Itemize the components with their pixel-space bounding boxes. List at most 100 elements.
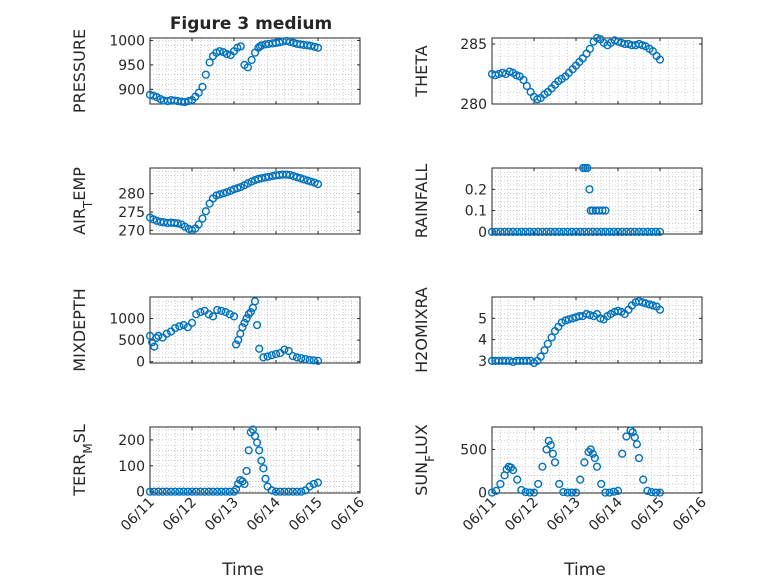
y-tick-label: 500: [118, 333, 145, 349]
data-point: [261, 474, 270, 483]
data-point: [588, 227, 597, 236]
data-point: [187, 487, 197, 496]
data-point: [208, 312, 218, 321]
data-point: [200, 487, 209, 496]
y-axis-label: MIXDEPTH: [70, 288, 89, 371]
data-point: [626, 426, 635, 435]
data-point: [643, 486, 652, 495]
data-point: [213, 487, 222, 496]
data-point: [538, 227, 547, 236]
data-point: [517, 227, 526, 236]
data-point: [263, 352, 272, 361]
data-point: [592, 462, 602, 471]
data-point: [542, 227, 551, 236]
data-point: [305, 355, 314, 365]
data-point: [313, 356, 323, 365]
data-point: [215, 190, 224, 199]
data-point: [651, 227, 660, 236]
data-point: [628, 428, 637, 437]
data-point: [559, 488, 568, 497]
subplot-air-temp: 270 275 280 AIRTEMP: [70, 167, 361, 239]
data-point: [550, 227, 560, 236]
data-point: [201, 70, 210, 79]
data-point: [590, 453, 600, 463]
data-point: [576, 227, 585, 236]
data-point: [534, 479, 543, 489]
y-tick-label: 285: [460, 37, 487, 53]
data-point: [543, 339, 552, 348]
data-point: [601, 206, 610, 215]
y-tick-label: 900: [118, 82, 145, 98]
data-point: [205, 58, 214, 67]
y-tick-label: 280: [460, 97, 487, 113]
data-point: [201, 207, 210, 216]
data-point: [575, 312, 584, 321]
data-point: [271, 487, 281, 496]
data-point: [542, 445, 551, 454]
data-point: [306, 177, 315, 186]
data-point: [487, 227, 497, 236]
data-point: [257, 456, 266, 465]
data-point: [618, 449, 627, 458]
data-point: [613, 227, 623, 236]
data-point: [576, 475, 585, 484]
data-point: [255, 344, 264, 353]
y-tick-label: 0: [136, 485, 145, 501]
data-point: [259, 464, 268, 473]
data-point: [267, 351, 276, 360]
data-point: [221, 307, 230, 317]
data-point: [529, 227, 539, 236]
data-point: [145, 487, 155, 496]
data-point: [632, 440, 642, 449]
data-point: [634, 227, 644, 236]
data-point: [580, 458, 589, 467]
data-point: [622, 227, 631, 236]
data-point: [585, 185, 594, 194]
data-point: [196, 487, 205, 496]
data-point: [194, 220, 203, 229]
data-point: [217, 306, 226, 315]
data-point: [504, 227, 513, 236]
data-point: [183, 323, 192, 332]
data-point: [253, 320, 262, 330]
subplot-rainfall: 0 0.1 0.2 RAINFALL: [412, 164, 703, 241]
data-point: [175, 322, 184, 331]
y-tick-label: 200: [118, 433, 145, 449]
data-point: [584, 227, 593, 236]
data-point: [651, 488, 660, 497]
data-point: [648, 301, 657, 310]
data-point: [563, 488, 572, 497]
data-point: [284, 487, 293, 496]
y-tick-label: 5: [478, 311, 487, 327]
data-point: [522, 356, 531, 365]
y-axis-label: RAINFALL: [412, 164, 431, 239]
y-tick-label: 500: [460, 442, 487, 458]
data-point: [222, 188, 231, 197]
data-point: [564, 315, 573, 324]
data-point: [508, 466, 518, 475]
data-point: [171, 487, 180, 496]
data-point: [555, 227, 564, 236]
data-point: [517, 485, 526, 495]
data-point: [626, 227, 635, 236]
data-point: [276, 487, 285, 496]
data-point: [546, 441, 555, 450]
data-point: [244, 446, 253, 455]
data-point: [173, 219, 182, 228]
y-axis-label: SUNFLUX: [412, 424, 437, 496]
x-axis-label: Time: [563, 560, 606, 580]
subplot-theta: 280 285 THETA: [412, 33, 703, 113]
data-point: [567, 488, 576, 497]
data-point: [622, 432, 631, 441]
data-point: [588, 449, 597, 458]
data-point: [609, 487, 618, 496]
data-point: [288, 351, 297, 361]
data-point: [259, 353, 268, 362]
data-point: [492, 227, 501, 236]
data-point: [634, 453, 644, 463]
data-point: [284, 346, 293, 356]
data-point: [496, 479, 505, 489]
data-point: [529, 488, 539, 497]
